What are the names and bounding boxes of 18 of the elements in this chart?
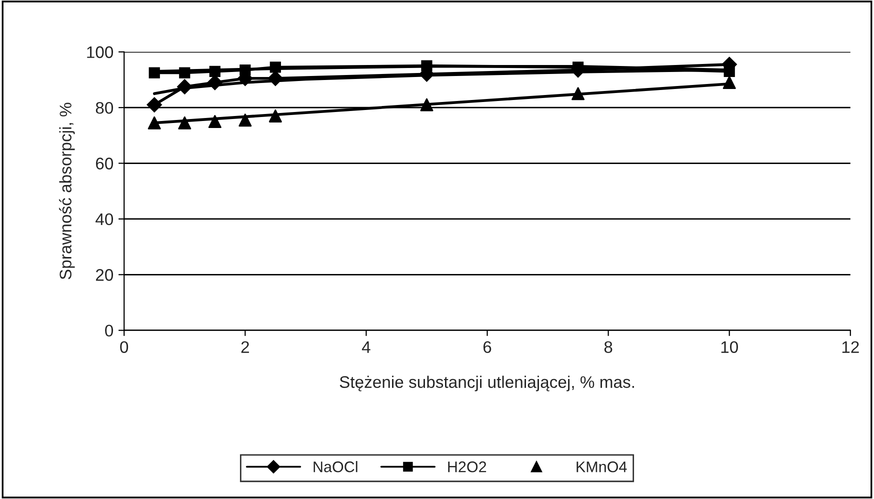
- y-tick-label: 0: [105, 324, 114, 337]
- y-tick-label: 80: [96, 102, 114, 114]
- x-tick-label: 6: [483, 341, 492, 353]
- legend-label: H2O2: [448, 461, 486, 472]
- y-tick-label: 20: [96, 269, 114, 281]
- x-tick-label: 12: [842, 341, 859, 353]
- x-tick-label: 10: [721, 341, 738, 353]
- y-tick-label: 40: [96, 213, 114, 226]
- y-tick-label: 100: [87, 46, 114, 58]
- legend-label: NaOCl: [314, 461, 358, 472]
- y-axis-title: Sprawność absorpcji, %: [59, 102, 75, 280]
- legend-label: KMnO4: [576, 461, 627, 472]
- x-axis-title: Stężenie substancji utleniającej, % mas.: [340, 376, 634, 392]
- x-tick-label: 8: [604, 341, 612, 353]
- x-tick-label: 2: [241, 341, 249, 353]
- y-tick-label: 60: [96, 158, 114, 170]
- x-tick-label: 4: [362, 341, 370, 353]
- x-tick-label: 0: [120, 341, 128, 353]
